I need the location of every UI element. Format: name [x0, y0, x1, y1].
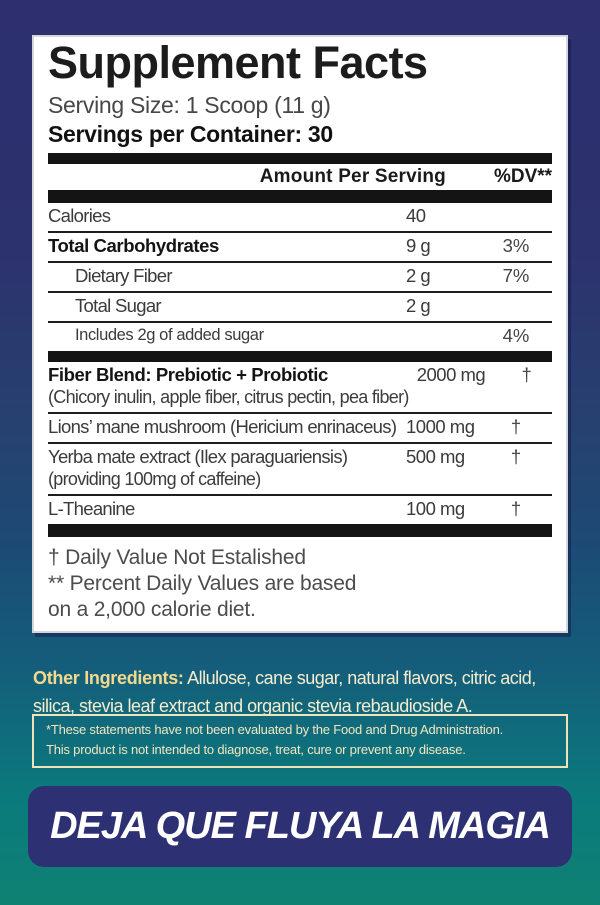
table-row: Fiber Blend: Prebiotic + Probiotic (Chico… — [48, 362, 552, 412]
row-subname: (providing 100mg of caffeine) — [48, 469, 261, 489]
divider-bar — [48, 153, 552, 164]
row-dv: † — [521, 364, 532, 385]
other-ingredients-label: Other Ingredients: — [33, 668, 184, 688]
other-ingredients-text: Allulose, cane sugar, natural flavors, c… — [33, 668, 536, 716]
slogan-banner: DEJA QUE FLUYA LA MAGIA — [28, 786, 572, 867]
divider-bar — [48, 190, 552, 203]
row-name: Yerba mate extract (Ilex paraguariensis)… — [48, 446, 398, 490]
row-dv: † — [510, 446, 522, 467]
supplement-facts-panel: Supplement Facts Serving Size: 1 Scoop (… — [32, 35, 568, 633]
row-amount: 500 mg — [406, 446, 465, 467]
footnote-line: ** Percent Daily Values are based — [48, 572, 357, 595]
row-subname: (Chicory inulin, apple fiber, citrus pec… — [48, 387, 409, 407]
amount-column-header: Amount Per Serving — [259, 166, 446, 187]
row-name: Fiber Blend: Prebiotic + Probiotic (Chico… — [48, 364, 409, 407]
row-dv: † — [510, 498, 522, 519]
row-amount: 9 g — [406, 235, 431, 256]
row-amount: 1000 mg — [406, 416, 475, 437]
table-row: Total Carbohydrates 9 g 3% — [48, 231, 552, 261]
table-row: Includes 2g of added sugar 4% — [48, 321, 552, 351]
table-row: L-Theanine 100 mg † — [48, 494, 552, 524]
row-amount: 2 g — [406, 265, 431, 286]
table-row: Lions’ mane mushroom (Hericium enrinaceu… — [48, 412, 552, 442]
divider-bar — [48, 524, 552, 537]
fda-disclaimer-box: *These statements have not been evaluate… — [32, 714, 568, 768]
row-amount: 40 — [406, 205, 426, 226]
table-row: Calories 40 — [48, 203, 552, 231]
table-section: Fiber Blend: Prebiotic + Probiotic (Chico… — [48, 362, 552, 524]
servings-per-container: Servings per Container: 30 — [48, 121, 333, 147]
row-name: Includes 2g of added sugar — [75, 326, 264, 344]
row-dv: 7% — [502, 265, 530, 286]
row-dv: † — [510, 416, 522, 437]
table-row: Dietary Fiber 2 g 7% — [48, 261, 552, 291]
table-section: Calories 40 Total Carbohydrates 9 g 3% Dietar… — [48, 203, 552, 351]
dv-column-header: %DV** — [494, 166, 553, 187]
slogan-text: DEJA QUE FLUYA LA MAGIA — [50, 805, 551, 847]
disclaimer-line: *These statements have not been evaluate… — [46, 722, 504, 737]
row-dv: 3% — [502, 235, 530, 256]
serving-size: Serving Size: 1 Scoop (11 g) — [48, 92, 331, 118]
row-name: L-Theanine — [48, 498, 135, 519]
row-dv: 4% — [502, 325, 530, 346]
facts-title: Supplement Facts — [48, 37, 428, 88]
table-row: Total Sugar 2 g — [48, 291, 552, 321]
row-amount: 100 mg — [406, 498, 465, 519]
disclaimer-line: This product is not intended to diagnose… — [46, 742, 466, 757]
row-name: Lions’ mane mushroom (Hericium enrinaceu… — [48, 416, 397, 437]
facts-table: Calories 40 Total Carbohydrates 9 g 3% Dietar… — [48, 203, 552, 537]
row-amount: 2000 mg — [416, 364, 486, 385]
table-row: Yerba mate extract (Ilex paraguariensis)… — [48, 442, 552, 494]
footnotes: † Daily Value Not Estalished ** Percent D… — [48, 545, 552, 623]
footnote-line: on a 2,000 calorie diet. — [48, 598, 256, 621]
divider-bar — [48, 351, 552, 362]
row-name: Total Carbohydrates — [48, 235, 219, 256]
footnote-line: † Daily Value Not Estalished — [48, 546, 306, 569]
row-name: Calories — [48, 205, 111, 226]
row-name: Dietary Fiber — [75, 265, 172, 286]
table-header: Amount Per Serving %DV** — [48, 164, 552, 190]
row-amount: 2 g — [406, 295, 431, 316]
row-name: Total Sugar — [75, 295, 162, 316]
other-ingredients: Other Ingredients: Allulose, cane sugar,… — [33, 664, 573, 720]
